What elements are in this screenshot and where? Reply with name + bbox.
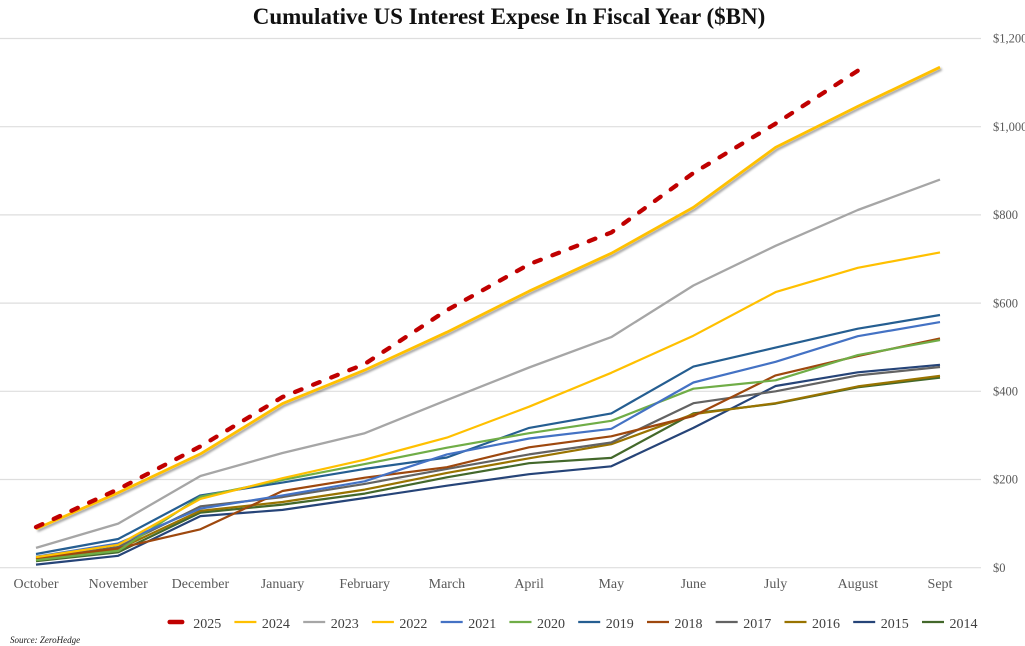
svg-text:2018: 2018 <box>675 617 703 632</box>
svg-text:June: June <box>681 577 707 592</box>
svg-text:Source: ZeroHedge: Source: ZeroHedge <box>10 635 80 645</box>
svg-text:2016: 2016 <box>812 617 840 632</box>
svg-text:2022: 2022 <box>399 617 427 632</box>
svg-text:2025: 2025 <box>193 617 221 632</box>
svg-text:$1,000: $1,000 <box>993 120 1025 134</box>
svg-text:November: November <box>89 577 148 592</box>
svg-text:$200: $200 <box>993 473 1018 487</box>
svg-text:$0: $0 <box>993 561 1006 575</box>
svg-text:2020: 2020 <box>537 617 565 632</box>
svg-text:2023: 2023 <box>331 617 359 632</box>
svg-text:Sept: Sept <box>928 577 953 592</box>
svg-text:April: April <box>514 577 544 592</box>
svg-text:2015: 2015 <box>881 617 909 632</box>
svg-text:$400: $400 <box>993 385 1018 399</box>
svg-text:May: May <box>598 577 624 592</box>
svg-text:December: December <box>172 577 230 592</box>
svg-text:January: January <box>261 577 305 592</box>
svg-text:2024: 2024 <box>262 617 290 632</box>
svg-text:2019: 2019 <box>606 617 634 632</box>
svg-text:$600: $600 <box>993 296 1018 310</box>
svg-text:August: August <box>838 577 879 592</box>
svg-text:2021: 2021 <box>468 617 496 632</box>
svg-text:February: February <box>339 577 390 592</box>
svg-text:March: March <box>429 577 466 592</box>
svg-text:July: July <box>764 577 787 592</box>
svg-text:October: October <box>13 577 58 592</box>
svg-text:2014: 2014 <box>950 617 978 632</box>
svg-text:$1,200: $1,200 <box>993 32 1025 46</box>
svg-text:2017: 2017 <box>743 617 771 632</box>
svg-text:$800: $800 <box>993 208 1018 222</box>
svg-text:Cumulative US Interest Expese: Cumulative US Interest Expese In Fiscal … <box>253 4 766 29</box>
